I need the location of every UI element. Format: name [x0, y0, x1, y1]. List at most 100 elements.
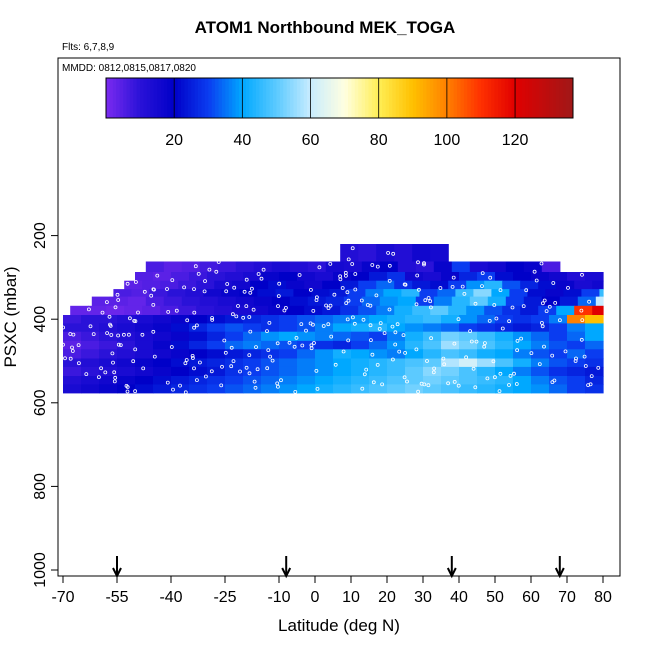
sample-point	[214, 269, 219, 274]
heatmap-cell	[387, 376, 406, 385]
sample-point	[350, 315, 355, 320]
sample-point	[328, 261, 333, 266]
colorbar-segment	[170, 78, 175, 118]
colorbar-segment	[252, 78, 257, 118]
heatmap-cell	[333, 358, 352, 368]
colorbar-segment	[518, 78, 523, 118]
heatmap-cell	[207, 323, 226, 333]
heatmap-cell	[387, 272, 406, 282]
heatmap-cell	[81, 384, 100, 394]
sample-point	[514, 382, 519, 386]
colorbar-segment	[566, 78, 570, 118]
heatmap-cell	[351, 272, 370, 282]
sample-point	[352, 321, 357, 326]
sample-point	[276, 304, 280, 309]
heatmap-cell	[412, 280, 431, 290]
colorbar-segment	[187, 78, 192, 118]
heatmap-cell	[207, 376, 226, 385]
heatmap-cell	[495, 272, 514, 282]
heatmap-cell	[135, 272, 154, 282]
sample-point	[315, 386, 320, 391]
heatmap-cell	[153, 331, 172, 342]
sample-point	[350, 262, 355, 266]
heatmap-cell	[333, 340, 352, 350]
sample-point	[275, 384, 280, 389]
heatmap-cell	[117, 340, 136, 350]
heatmap-cell	[477, 315, 496, 324]
heatmap-cell	[351, 331, 370, 342]
sample-point	[165, 380, 170, 385]
sample-point	[178, 383, 182, 388]
heatmap-cell	[567, 315, 586, 324]
sample-point	[152, 287, 156, 292]
heatmap-cell	[495, 315, 514, 324]
colorbar-segment	[348, 78, 352, 118]
heatmap-cell	[153, 384, 172, 394]
sample-point	[283, 305, 288, 310]
x-tick-label: 50	[486, 589, 504, 606]
sample-point	[498, 371, 503, 376]
heatmap-cell	[387, 349, 406, 360]
sample-point	[390, 324, 395, 329]
heatmap-cell	[502, 305, 521, 316]
heatmap-cell	[351, 315, 370, 324]
heatmap-cell	[505, 261, 525, 273]
sample-point	[122, 332, 126, 337]
heatmap-cell	[523, 296, 543, 307]
colorbar-segment	[463, 78, 468, 118]
sample-point	[361, 317, 366, 322]
colorbar-segment	[429, 78, 434, 118]
sample-point	[460, 284, 465, 289]
sample-point	[474, 339, 479, 344]
heatmap-cell	[405, 331, 424, 342]
sample-point	[397, 349, 402, 354]
colorbar-tick-label: 100	[434, 132, 461, 149]
heatmap-cell	[340, 244, 359, 263]
colorbar-segment	[126, 78, 131, 118]
colorbar-segment	[109, 78, 114, 118]
sample-point	[70, 345, 74, 350]
colorbar-segment	[330, 78, 335, 118]
heatmap-cell	[63, 340, 82, 350]
heatmap-cell	[203, 289, 222, 298]
heatmap-cell	[549, 272, 568, 282]
heatmap-cell	[289, 261, 309, 273]
sample-point	[248, 329, 253, 334]
sample-point	[304, 328, 308, 333]
heatmap-cell	[477, 358, 496, 368]
heatmap-cell	[307, 261, 327, 273]
heatmap-cell	[387, 331, 406, 342]
heatmap-cell	[124, 280, 143, 290]
colorbar-segment	[443, 78, 448, 118]
colorbar-segment	[337, 78, 342, 118]
sample-point	[498, 288, 503, 293]
heatmap-cell	[473, 289, 492, 298]
sample-point	[248, 290, 253, 295]
colorbar-tick-label: 60	[302, 132, 320, 149]
sample-point	[405, 379, 409, 384]
sample-point	[113, 375, 118, 380]
y-axis: 200 400 600 800 1000	[32, 58, 59, 588]
sample-point	[370, 263, 375, 267]
heatmap-cell	[153, 323, 172, 333]
heatmap-cell	[217, 261, 237, 273]
heatmap-cell	[221, 289, 240, 298]
x-tick-label: 20	[378, 589, 396, 606]
heatmap-cell	[297, 331, 316, 342]
heatmap-cell	[455, 289, 474, 298]
sample-point	[529, 351, 534, 356]
sample-point	[220, 364, 224, 369]
sample-point	[133, 389, 138, 394]
sample-point	[185, 318, 190, 323]
sample-point	[515, 348, 519, 353]
colorbar-segment	[262, 78, 267, 118]
heatmap-cell	[459, 349, 478, 360]
heatmap-cell	[99, 349, 118, 360]
heatmap-cell	[513, 340, 532, 350]
sample-point	[422, 262, 426, 267]
heatmap-cell	[178, 280, 197, 290]
sample-point	[428, 299, 433, 304]
heatmap-cell	[268, 305, 287, 316]
heatmap-cell	[333, 376, 352, 385]
heatmap-cell	[441, 366, 460, 377]
